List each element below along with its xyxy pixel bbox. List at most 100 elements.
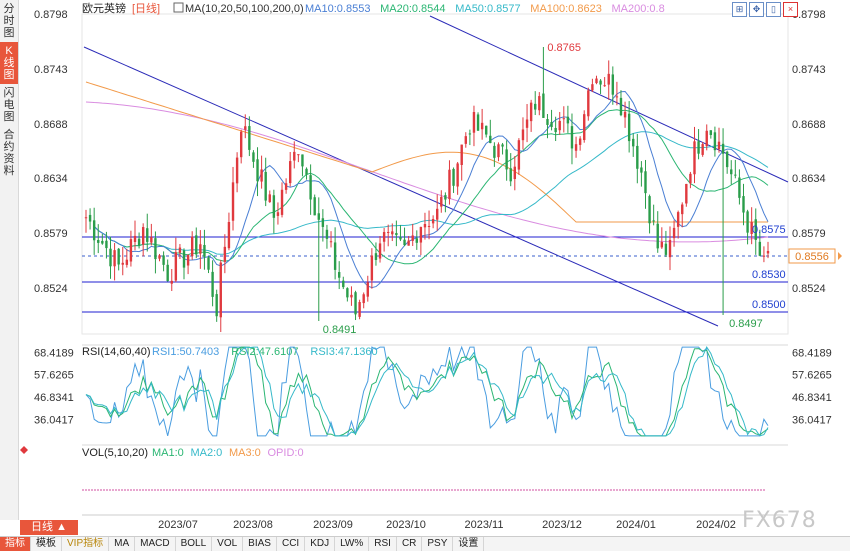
move-icon[interactable]: ✥ (749, 2, 764, 17)
indicator-tab-2[interactable]: VIP指标 (62, 537, 110, 551)
indicator-tab-6[interactable]: VOL (212, 537, 244, 551)
candle-body-93 (464, 136, 467, 144)
x-tick-3: 2023/10 (386, 519, 426, 531)
candle-body-49 (284, 183, 288, 190)
annotation-high: 0.8765 (547, 42, 581, 54)
candle-body-118 (566, 116, 570, 124)
candle-body-72 (378, 243, 382, 259)
indicator-tab-11[interactable]: RSI (369, 537, 397, 551)
candle-body-146 (681, 204, 684, 215)
price-tick-right-5: 0.8524 (792, 283, 826, 295)
candle-body-141 (660, 241, 664, 248)
expand-icon[interactable]: ⊞ (732, 2, 747, 17)
indicator-tab-8[interactable]: CCI (277, 537, 306, 551)
sidebar-item-2[interactable]: 闪电图 (3, 87, 15, 123)
price-tick-left-2: 0.8688 (34, 119, 68, 131)
candle-body-36 (231, 182, 235, 221)
candle-body-33 (219, 262, 222, 318)
candle-body-137 (644, 171, 647, 194)
watermark: FX678 (742, 508, 817, 533)
indicator-tab-3[interactable]: MA (109, 537, 136, 551)
sidebar-item-3[interactable]: 合约资料 (3, 129, 15, 177)
candle-body-138 (648, 196, 651, 224)
indicator-tab-0[interactable]: 指标 (0, 537, 31, 551)
candle-body-79 (407, 240, 410, 246)
candle-body-18 (158, 255, 161, 259)
candle-body-139 (652, 220, 655, 222)
rsi-tick-left-2: 46.8341 (34, 392, 74, 404)
rsi-legend-1: RSI2:47.6107 (231, 346, 298, 358)
candle-body-83 (423, 223, 427, 228)
candle-body-62 (337, 272, 341, 278)
ma10-line (93, 90, 769, 289)
fit-icon[interactable]: ▯ (766, 2, 781, 17)
rsi-line-3 (85, 346, 769, 437)
close-icon[interactable]: × (783, 2, 798, 17)
candle-body-158 (730, 169, 733, 175)
annotation-low-2: 0.8497 (729, 318, 763, 330)
candle-body-107 (521, 129, 525, 141)
candle-body-59 (325, 229, 329, 239)
candle-body-2 (92, 220, 96, 241)
candle-body-86 (436, 208, 439, 220)
candle-body-127 (603, 85, 606, 87)
candle-body-160 (738, 177, 741, 198)
candle-body-85 (431, 218, 435, 224)
candle-body-156 (721, 143, 725, 154)
candle-body-57 (317, 213, 320, 220)
candle-body-142 (664, 243, 668, 255)
candle-body-98 (485, 125, 488, 135)
indicator-tab-9[interactable]: KDJ (305, 537, 336, 551)
candle-body-129 (611, 74, 615, 95)
ma-legend-4: MA200:0.8 (612, 3, 665, 15)
current-price-arrow-icon (838, 252, 842, 260)
candle-body-109 (529, 102, 533, 122)
indicator-tab-7[interactable]: BIAS (243, 537, 277, 551)
candle-body-51 (293, 151, 296, 161)
indicator-tab-14[interactable]: 设置 (453, 537, 485, 551)
candle-body-75 (391, 231, 394, 235)
indicator-tab-12[interactable]: CR (397, 537, 423, 551)
candle-body-6 (109, 248, 112, 267)
candle-body-52 (297, 154, 300, 156)
ma-legend-2: MA50:0.8577 (455, 3, 520, 15)
annotation-low-1: 0.8491 (323, 324, 357, 336)
rsi-tick-left-0: 68.4189 (34, 347, 74, 359)
indicator-tab-5[interactable]: BOLL (176, 537, 213, 551)
candle-body-30 (207, 257, 210, 270)
sidebar-item-0[interactable]: 分时图 (3, 3, 15, 39)
indicator-tab-10[interactable]: LW% (335, 537, 370, 551)
candle-body-40 (248, 126, 251, 150)
candle-body-80 (411, 235, 414, 241)
candle-body-56 (313, 197, 316, 216)
period-label: [日线] (132, 1, 160, 15)
ma20-line (93, 109, 769, 265)
candle-body-164 (754, 219, 757, 240)
candle-body-68 (362, 294, 365, 304)
x-tick-6: 2024/01 (616, 519, 656, 531)
indicator-tab-1[interactable]: 模板 (31, 537, 62, 551)
candle-body-92 (460, 144, 463, 165)
current-price-tag: 0.8556 (795, 251, 829, 263)
candle-body-157 (725, 151, 729, 168)
period-selector-button[interactable]: 日线 ▲ (20, 520, 78, 535)
candle-body-53 (301, 154, 304, 167)
candle-body-90 (452, 168, 455, 186)
candle-body-3 (97, 239, 100, 243)
indicator-tab-4[interactable]: MACD (135, 537, 176, 551)
indicator-tab-bar: 指标 模板 VIP指标 MA MACD BOLL VOL BIAS CCI KDJ LW% RSI CR… (0, 536, 850, 551)
candle-body-105 (513, 166, 517, 180)
candle-body-115 (554, 127, 557, 133)
candle-body-32 (215, 294, 218, 317)
chart-toolbar: ⊞ ✥ ▯ × (732, 2, 798, 17)
candle-body-16 (150, 237, 153, 243)
indicator-tab-13[interactable]: PSY (422, 537, 454, 551)
candle-body-9 (121, 262, 124, 265)
current-price-tag-box (788, 248, 836, 264)
channel-line-lower (83, 46, 719, 327)
price-tick-right-1: 0.8743 (792, 64, 826, 76)
price-tick-left-5: 0.8524 (34, 283, 68, 295)
candle-body-100 (493, 145, 496, 158)
price-tick-left-3: 0.8634 (34, 173, 68, 185)
